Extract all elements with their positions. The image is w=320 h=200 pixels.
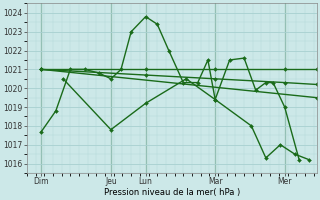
X-axis label: Pression niveau de la mer( hPa ): Pression niveau de la mer( hPa ) — [104, 188, 240, 197]
